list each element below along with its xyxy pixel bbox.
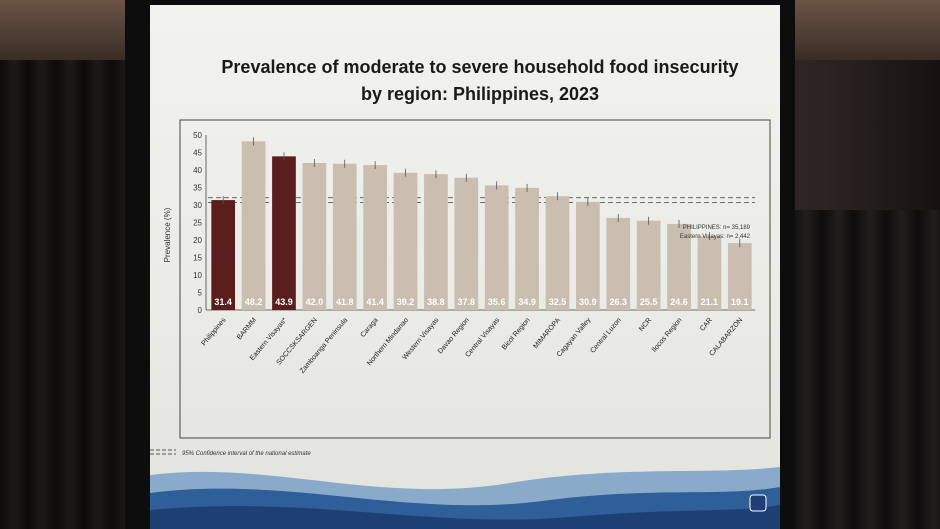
bar — [393, 172, 418, 310]
value-label: 41.8 — [336, 297, 354, 307]
value-label: 39.2 — [397, 297, 415, 307]
y-tick-label: 25 — [193, 219, 202, 228]
value-label: 19.1 — [731, 297, 749, 307]
value-label: 32.5 — [549, 297, 567, 307]
bar — [272, 156, 296, 310]
sample-note-1: PHILIPPINES: n= 35,189 — [683, 225, 751, 231]
bar — [576, 201, 600, 310]
value-label: 37.8 — [458, 297, 476, 307]
curtain-left — [0, 60, 135, 529]
value-label: 30.9 — [579, 297, 597, 307]
y-tick-label: 35 — [193, 184, 202, 193]
bar — [302, 163, 327, 310]
chart-frame — [179, 119, 771, 439]
y-axis-label: Prevalence (%) — [163, 207, 172, 262]
y-axis: 0 5 10 15 20 25 30 35 40 45 50 — [193, 131, 755, 315]
y-tick-label: 50 — [193, 131, 202, 140]
bar — [211, 200, 236, 310]
bars — [211, 137, 752, 310]
value-label: 41.4 — [366, 297, 384, 307]
value-label: 42.0 — [306, 297, 324, 307]
value-label: 26.3 — [609, 297, 627, 307]
y-tick-label: 10 — [193, 271, 202, 280]
value-label: 25.5 — [640, 297, 658, 307]
bar — [424, 174, 448, 310]
y-tick-label: 5 — [198, 289, 203, 298]
value-label: 48.2 — [245, 297, 263, 307]
curtain-right — [790, 210, 940, 529]
logo-icon — [749, 494, 767, 512]
bar — [363, 165, 387, 310]
y-tick-label: 20 — [193, 236, 202, 245]
bar — [727, 243, 752, 310]
bar — [332, 163, 357, 310]
legend-label: 95% Confidence interval of the national … — [182, 451, 311, 457]
bar — [606, 217, 631, 310]
bar — [667, 223, 691, 310]
value-labels: 31.4 48.2 43.9 42.0 41.8 41.4 39.2 38.8 37.8 35.6… — [214, 297, 748, 307]
y-tick-label: 40 — [193, 166, 202, 175]
y-tick-label: 45 — [193, 149, 202, 158]
y-tick-label: 30 — [193, 201, 202, 210]
bar — [454, 177, 479, 310]
value-label: 24.6 — [670, 297, 688, 307]
decorative-wave — [150, 467, 780, 529]
y-tick-label: 0 — [198, 306, 203, 315]
value-label: 31.4 — [214, 297, 232, 307]
bar — [241, 141, 266, 310]
value-label: 38.8 — [427, 297, 445, 307]
y-tick-label: 15 — [193, 254, 202, 263]
confidence-interval-band — [208, 197, 755, 204]
value-label: 43.9 — [275, 297, 293, 307]
bar — [636, 220, 661, 310]
value-label: 21.1 — [701, 297, 719, 307]
chart: Prevalence of moderate to severe househo… — [150, 57, 771, 457]
chart-title-line2: by region: Philippines, 2023 — [361, 84, 599, 104]
value-label: 34.9 — [518, 297, 536, 307]
bar — [545, 196, 570, 310]
bar — [697, 236, 722, 310]
sample-note-2: Eastern Visayas: n= 2,442 — [680, 234, 751, 240]
bar — [515, 187, 539, 310]
chart-title-line1: Prevalence of moderate to severe househo… — [221, 57, 738, 77]
bar — [484, 185, 509, 310]
value-label: 35.6 — [488, 297, 506, 307]
projector-screen: Prevalence of moderate to severe househo… — [150, 5, 780, 529]
